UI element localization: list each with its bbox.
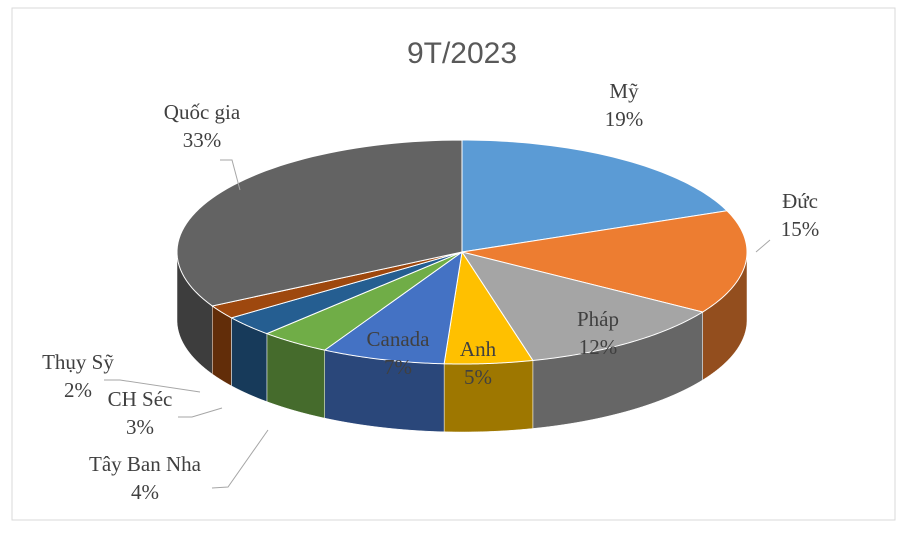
slice-value: 12%: [579, 335, 618, 359]
slice-label: Tây Ban Nha: [89, 452, 202, 476]
slice-label: Canada: [367, 327, 431, 351]
slice: [460, 251, 704, 362]
slice-value: 5%: [464, 365, 492, 389]
slice-side: [212, 305, 232, 387]
slice: [323, 250, 463, 365]
leader-line: [755, 239, 771, 253]
slice: [443, 250, 534, 365]
slice-value: 4%: [131, 480, 159, 504]
slice-value: 3%: [126, 415, 154, 439]
slice-label: Đức: [782, 189, 818, 213]
leader-line: [104, 379, 201, 393]
slice-value: 7%: [384, 355, 412, 379]
slice-value: 19%: [605, 107, 644, 131]
chart-title: 9T/2023: [407, 37, 517, 70]
leader-line: [211, 429, 269, 489]
slice-label: Mỹ: [609, 79, 639, 103]
slice: [461, 139, 729, 253]
slice-label: Anh: [460, 337, 497, 361]
slice: [265, 251, 463, 351]
slice-label: Quốc gia: [164, 100, 241, 124]
slice: [176, 139, 463, 307]
slice-label: Pháp: [577, 307, 619, 331]
slice-label: CH Séc: [108, 387, 173, 411]
slice-label: Thụy Sỹ: [42, 350, 114, 374]
slice-value: 2%: [64, 378, 92, 402]
leader-line: [178, 407, 223, 418]
leader-line: [220, 159, 241, 191]
slice: [230, 251, 463, 335]
slice: [211, 251, 463, 319]
slice-value: 15%: [781, 217, 820, 241]
slice-value: 33%: [183, 128, 222, 152]
slice: [461, 210, 748, 313]
